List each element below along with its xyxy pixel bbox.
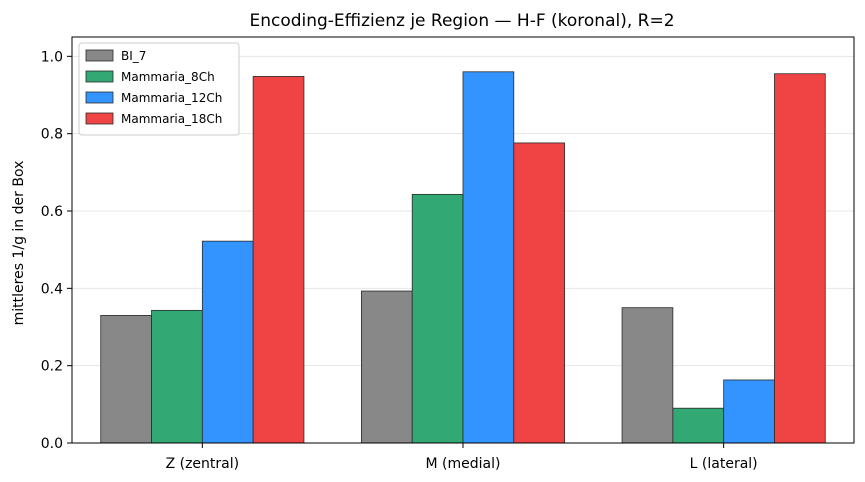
- legend-swatch: [85, 112, 114, 125]
- legend-label: Mammaria_18Ch: [121, 112, 222, 126]
- bar: [411, 193, 464, 444]
- y-tick-label: 0.6: [41, 204, 63, 220]
- legend-swatch: [85, 91, 114, 104]
- bar: [672, 407, 725, 444]
- bar: [252, 76, 305, 444]
- bar: [513, 142, 565, 444]
- bar: [100, 314, 152, 444]
- y-tick-label: 0.0: [41, 436, 63, 452]
- legend-swatch: [85, 70, 114, 83]
- y-tick-label: 0.2: [41, 359, 63, 375]
- y-axis-label: mittleres 1/g in der Box: [11, 161, 27, 326]
- plot-frame: [71, 36, 855, 444]
- legend-label: BI_7: [121, 49, 146, 63]
- legend-swatch: [85, 49, 114, 62]
- bar: [201, 240, 254, 444]
- y-tick-label: 0.8: [41, 127, 63, 143]
- bars: [100, 71, 826, 444]
- bar: [151, 309, 203, 444]
- legend: BI_7 Mammaria_8Ch Mammaria_12Ch Mammaria_18…: [78, 42, 240, 136]
- x-tick-label: M (medial): [426, 456, 501, 472]
- legend-box: [78, 42, 240, 136]
- y-tick-label: 1.0: [41, 49, 63, 65]
- bar: [774, 73, 826, 444]
- bar: [723, 379, 775, 444]
- legend-label: Mammaria_8Ch: [121, 70, 215, 84]
- bar: [462, 71, 515, 444]
- x-tick-label: L (lateral): [690, 456, 758, 472]
- axes: 0.0 0.2 0.4 0.6 0.8 1.0 Z (zentral) M (medial) L…: [41, 36, 855, 472]
- bar: [621, 307, 674, 444]
- bar: [360, 290, 413, 444]
- legend-label: Mammaria_12Ch: [121, 91, 222, 105]
- y-tick-label: 0.4: [41, 281, 63, 297]
- x-tick-label: Z (zentral): [166, 456, 240, 472]
- chart-title: Encoding-Effizienz je Region — H-F (koro…: [249, 11, 674, 31]
